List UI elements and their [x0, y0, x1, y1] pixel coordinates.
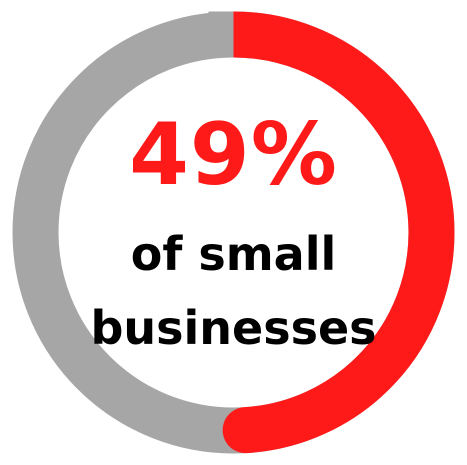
center-percentage: 49% — [129, 105, 338, 205]
donut-start-cap-cover — [208, 11, 234, 58]
center-text-line-2: businesses — [90, 301, 377, 355]
center-text-line-1: of small — [130, 227, 337, 281]
